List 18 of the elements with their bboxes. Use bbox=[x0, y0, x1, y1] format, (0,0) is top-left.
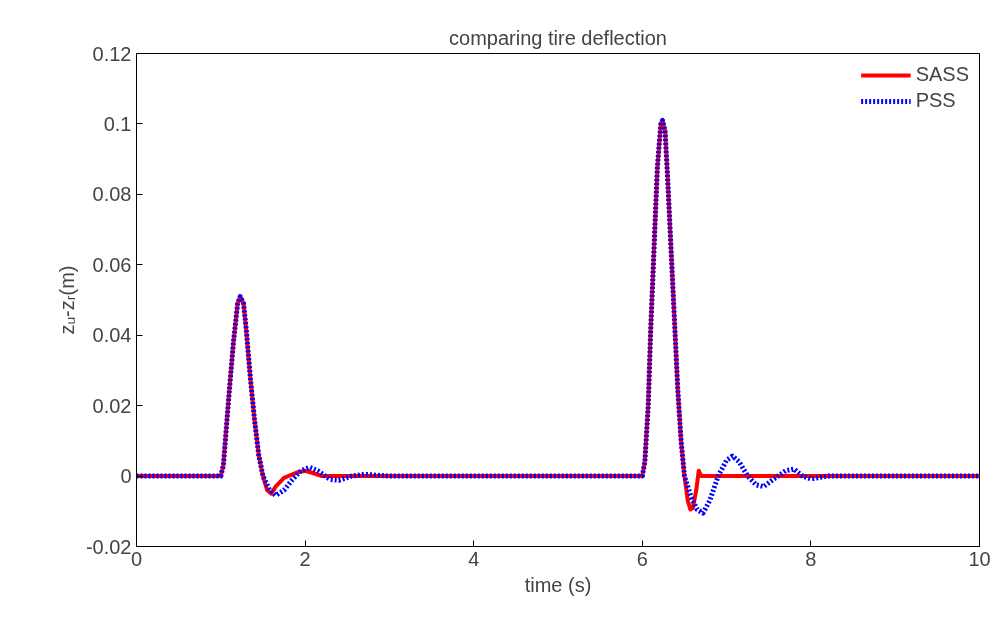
x-axis-title: time (s) bbox=[524, 573, 592, 596]
y-tick-label: 0.02 bbox=[92, 394, 132, 417]
x-tick-label: 4 bbox=[468, 547, 480, 570]
x-tick-label: 6 bbox=[636, 547, 648, 570]
y-tick-label: 0.12 bbox=[92, 42, 132, 65]
y-axis-title: zᵤ-zᵣ(m) bbox=[55, 265, 78, 335]
y-tick-label: 0.06 bbox=[92, 253, 132, 276]
y-tick-label: 0.04 bbox=[92, 324, 132, 347]
y-tick-label: 0.08 bbox=[92, 183, 132, 206]
legend-label: SASS bbox=[915, 63, 969, 86]
x-tick-label: 2 bbox=[299, 547, 311, 570]
legend-label: PSS bbox=[915, 89, 956, 112]
y-tick-label: -0.02 bbox=[85, 535, 132, 558]
x-tick-label: 8 bbox=[805, 547, 817, 570]
chart-title: comparing tire deflection bbox=[449, 26, 667, 49]
y-tick-label: 0.1 bbox=[103, 112, 132, 135]
x-tick-label: 10 bbox=[968, 547, 991, 570]
y-tick-label: 0 bbox=[120, 465, 132, 488]
